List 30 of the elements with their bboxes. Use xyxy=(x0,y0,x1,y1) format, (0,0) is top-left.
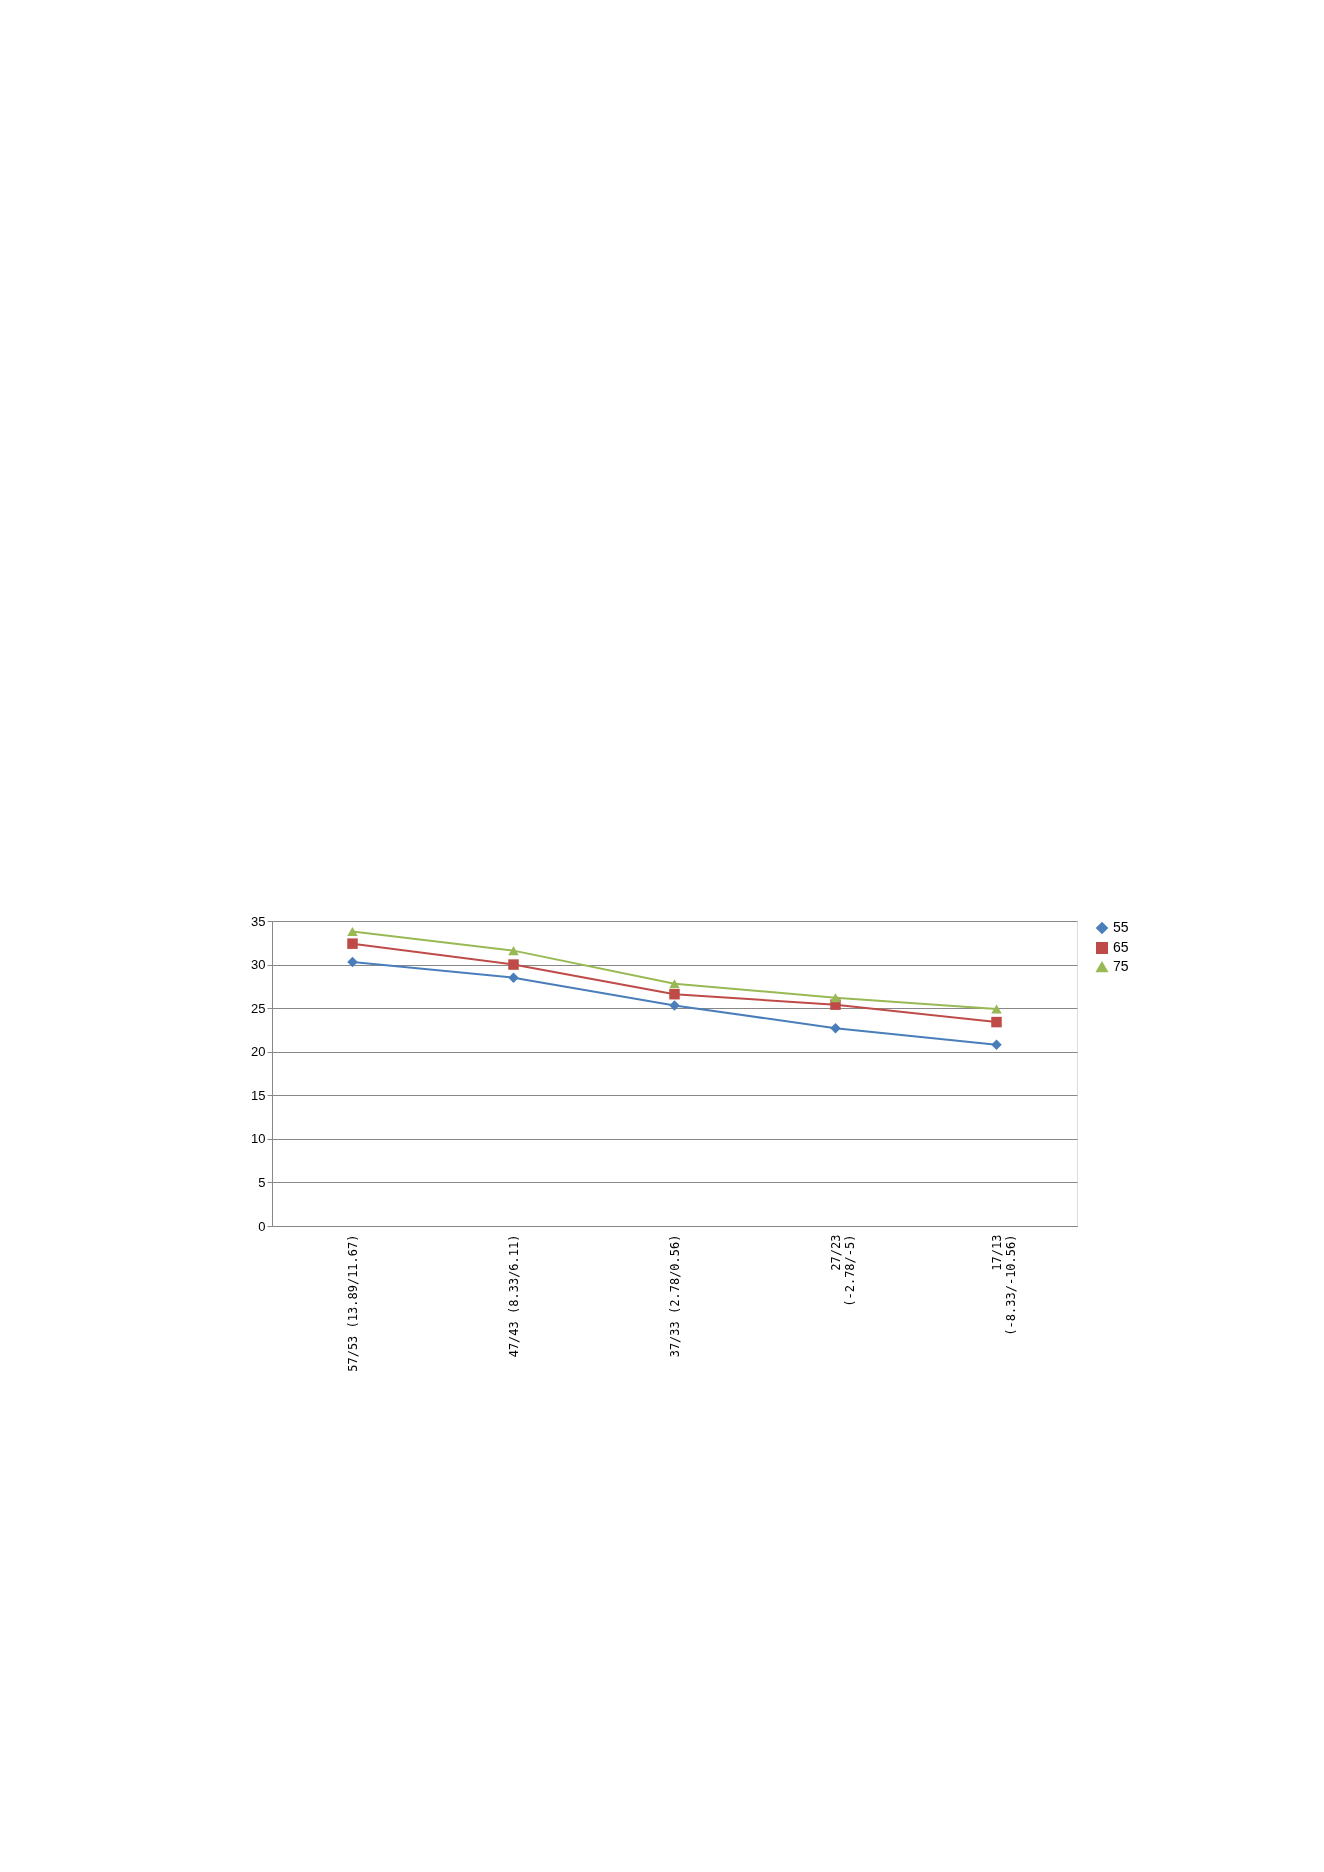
y-tick-label: 25 xyxy=(251,1000,266,1016)
y-tick-label: 35 xyxy=(251,913,266,929)
point xyxy=(669,1000,680,1011)
y-tick-label: 15 xyxy=(251,1087,266,1103)
legend-label: 75 xyxy=(1113,958,1129,974)
x-tick-label: 17/13 (-8.33/-10.56) xyxy=(990,1234,1018,1336)
x-tick-label: 27/23 (-2.78/-5) xyxy=(829,1234,857,1307)
x-tick-label: 47/43 (8.33/6.11) xyxy=(507,1234,521,1358)
point xyxy=(669,979,680,989)
point xyxy=(830,1022,841,1034)
x-tick-label: 57/53 (13.89/11.67) xyxy=(346,1234,360,1372)
y-tick-label: 0 xyxy=(258,1218,266,1234)
point xyxy=(347,956,358,968)
y-tick-label: 5 xyxy=(258,1174,266,1190)
legend-label: 55 xyxy=(1113,919,1129,935)
point xyxy=(508,959,519,970)
point xyxy=(508,972,519,983)
point xyxy=(830,993,841,1003)
point xyxy=(991,1016,1002,1028)
point xyxy=(347,926,358,936)
y-tick-label: 20 xyxy=(251,1044,266,1060)
y-tick-label: 30 xyxy=(251,957,266,973)
y-tick-label: 10 xyxy=(251,1131,266,1147)
point xyxy=(669,988,680,1000)
point xyxy=(347,938,358,949)
point xyxy=(991,1039,1002,1050)
point xyxy=(991,1004,1002,1014)
legend-label: 65 xyxy=(1113,939,1129,955)
x-tick-label: 37/33 (2.78/0.56) xyxy=(668,1234,682,1358)
point xyxy=(508,946,519,956)
